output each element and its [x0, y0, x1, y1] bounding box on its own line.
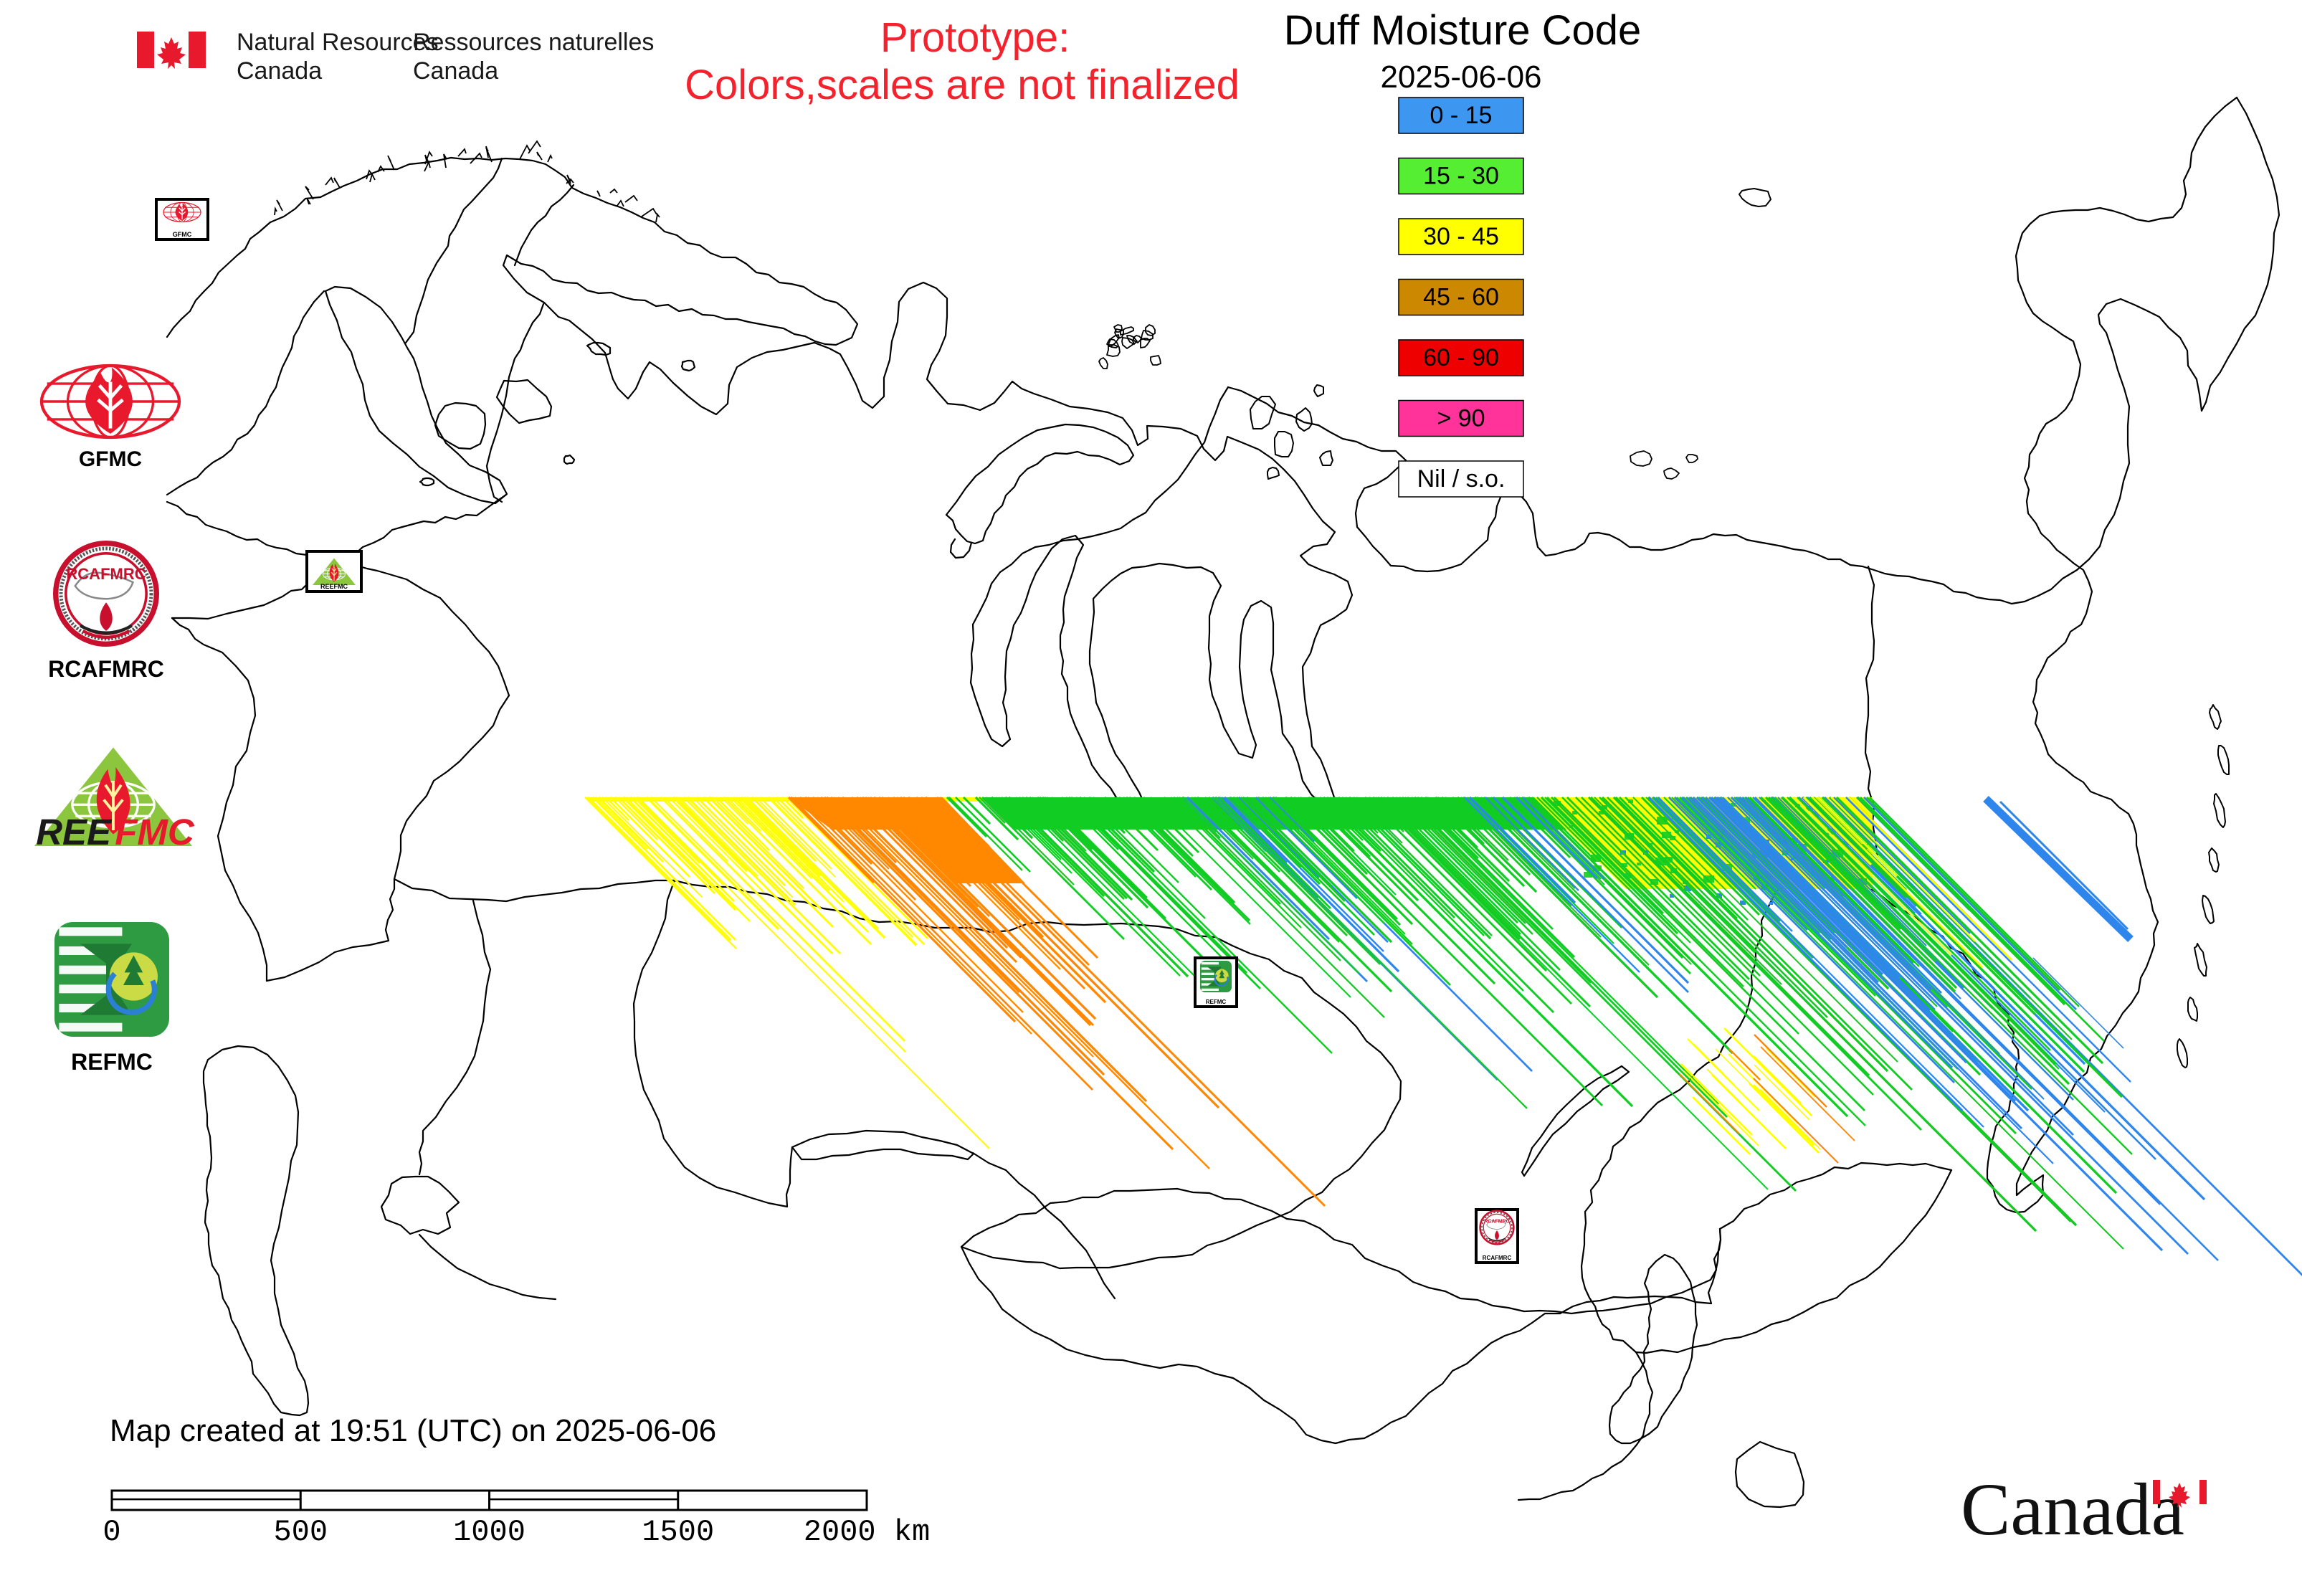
svg-text:2025-06-06: 2025-06-06	[1380, 60, 1541, 95]
svg-text:500: 500	[273, 1515, 328, 1549]
svg-text:REEFMC: REEFMC	[320, 583, 348, 590]
svg-text:Map created at 19:51 (UTC) on: Map created at 19:51 (UTC) on 2025-06-06	[110, 1413, 716, 1448]
svg-text:> 90: > 90	[1437, 405, 1485, 432]
svg-text:Nil / s.o.: Nil / s.o.	[1417, 465, 1506, 493]
svg-text:30 - 45: 30 - 45	[1423, 223, 1499, 250]
svg-text:REE: REE	[36, 812, 113, 852]
svg-text:RCAFMRC: RCAFMRC	[1483, 1255, 1512, 1261]
svg-text:0: 0	[103, 1515, 120, 1549]
svg-text:RCAFMRC: RCAFMRC	[1484, 1219, 1509, 1224]
svg-text:60 - 90: 60 - 90	[1423, 344, 1499, 371]
svg-text:0 - 15: 0 - 15	[1430, 102, 1493, 129]
svg-text:1500: 1500	[642, 1515, 714, 1549]
svg-text:45 - 60: 45 - 60	[1423, 284, 1499, 311]
svg-text:Colors,scales are not finalize: Colors,scales are not finalized	[685, 62, 1240, 108]
svg-text:REFMC: REFMC	[71, 1049, 153, 1075]
svg-text:RCAFMRC: RCAFMRC	[48, 656, 164, 682]
svg-text:2000 km: 2000 km	[804, 1515, 930, 1549]
svg-text:Canada: Canada	[413, 57, 498, 85]
svg-text:GFMC: GFMC	[79, 447, 142, 471]
svg-text:REFMC: REFMC	[1206, 999, 1227, 1005]
svg-text:Duff Moisture Code: Duff Moisture Code	[1284, 7, 1642, 54]
svg-text:GFMC: GFMC	[173, 231, 192, 238]
svg-text:RCAFMRC: RCAFMRC	[66, 565, 146, 583]
svg-text:1000: 1000	[453, 1515, 525, 1549]
svg-text:Ressources naturelles: Ressources naturelles	[413, 29, 654, 56]
svg-text:15 - 30: 15 - 30	[1423, 163, 1499, 190]
svg-text:Prototype:: Prototype:	[880, 14, 1070, 61]
svg-text:Natural Resources: Natural Resources	[237, 29, 439, 56]
svg-text:Canada: Canada	[1961, 1468, 2184, 1551]
svg-text:FMC: FMC	[115, 812, 195, 852]
svg-text:Canada: Canada	[237, 57, 322, 85]
